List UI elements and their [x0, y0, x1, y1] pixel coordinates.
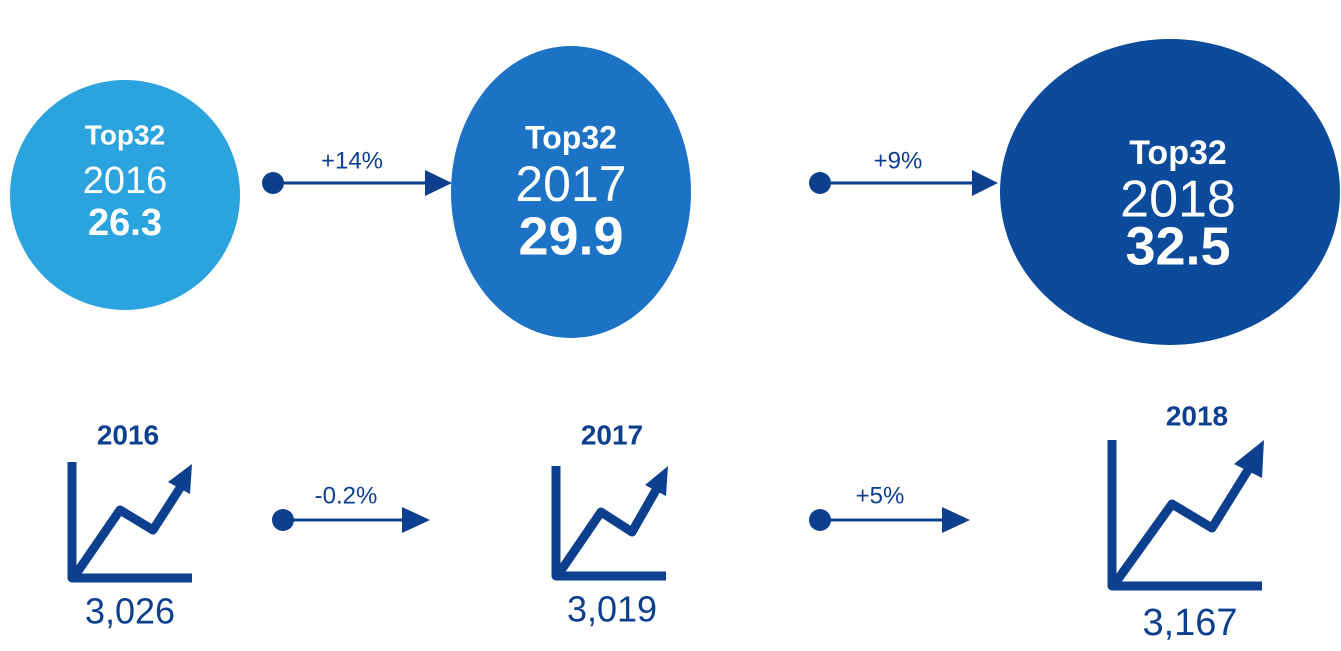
trend: 2017 3,019: [551, 419, 668, 630]
ball-year: 2018: [1120, 171, 1236, 229]
ball-value: 32.5: [1125, 216, 1230, 276]
trend-year: 2017: [581, 419, 643, 450]
change-arrow: +5%: [809, 482, 970, 533]
ball: Top32 2017 29.9: [451, 46, 691, 338]
ball-label: Top32: [1129, 134, 1227, 172]
trend-value: 3,019: [567, 589, 657, 630]
trend-value: 3,167: [1142, 602, 1237, 644]
trend-year: 2018: [1166, 400, 1228, 431]
ball: Top32 2016 26.3: [10, 80, 240, 310]
ball: Top32 2018 32.5: [1000, 39, 1340, 345]
change-arrow: -0.2%: [272, 482, 430, 533]
ball-year: 2016: [83, 160, 168, 202]
ball-year: 2017: [515, 156, 626, 212]
ball-label: Top32: [85, 119, 165, 150]
ball-value: 26.3: [88, 202, 162, 244]
ball-value: 29.9: [518, 206, 623, 266]
trend-value: 3,026: [85, 591, 175, 632]
change-label: +5%: [856, 482, 905, 509]
change-label: -0.2%: [315, 482, 378, 509]
trend: 2016 3,026: [67, 419, 192, 632]
trend: 2018 3,167: [1107, 400, 1264, 644]
change-arrow: +14%: [262, 147, 452, 196]
trend-year: 2016: [97, 419, 159, 450]
change-label: +14%: [321, 147, 383, 174]
ball-label: Top32: [525, 119, 617, 155]
change-label: +9%: [874, 147, 923, 174]
change-arrow: +9%: [809, 147, 998, 196]
